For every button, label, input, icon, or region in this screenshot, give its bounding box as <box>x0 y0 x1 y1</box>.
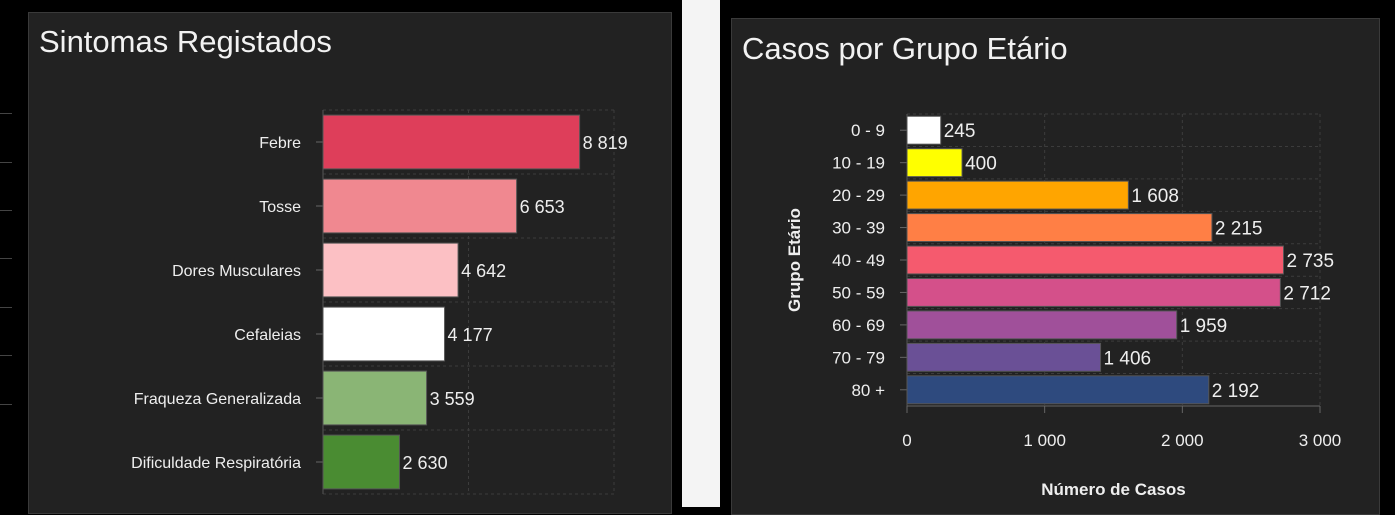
value-label: 2 712 <box>1283 283 1331 304</box>
category-label: Dificuldade Respiratória <box>131 455 301 472</box>
x-axis-title: Número de Casos <box>1041 480 1186 499</box>
age-chart-title: Casos por Grupo Etário <box>742 31 1068 66</box>
bar <box>906 245 1285 275</box>
value-label: 4 177 <box>448 325 493 345</box>
bar <box>322 242 459 298</box>
category-label: 10 - 19 <box>832 154 885 173</box>
divider <box>0 307 12 308</box>
value-label: 8 819 <box>583 133 628 153</box>
bar <box>906 180 1129 210</box>
category-label: 70 - 79 <box>832 348 885 367</box>
bar <box>322 434 401 490</box>
value-label: 2 192 <box>1212 381 1260 402</box>
category-label: Tosse <box>259 199 301 216</box>
bar <box>322 370 428 426</box>
category-label: 30 - 39 <box>832 219 885 238</box>
value-label: 1 406 <box>1104 348 1152 369</box>
bar <box>906 277 1281 307</box>
x-tick-label: 0 <box>902 431 911 450</box>
category-label: Dores Musculares <box>172 263 301 280</box>
category-label: Cefaleias <box>234 327 301 344</box>
category-label: 80 + <box>851 381 885 400</box>
value-label: 400 <box>965 154 997 175</box>
value-label: 1 959 <box>1180 316 1228 337</box>
value-label: 245 <box>944 121 976 142</box>
category-label: Fraqueza Generalizada <box>134 391 301 408</box>
divider <box>0 210 12 211</box>
divider <box>0 258 12 259</box>
x-tick-label: 2 000 <box>1161 431 1204 450</box>
value-label: 3 559 <box>430 389 475 409</box>
y-axis-title: Grupo Etário <box>785 208 804 312</box>
bar <box>322 178 518 234</box>
value-label: 6 653 <box>520 197 565 217</box>
category-label: 20 - 29 <box>832 186 885 205</box>
bar <box>906 375 1210 405</box>
bar <box>322 306 446 362</box>
x-tick-label: 3 000 <box>1299 431 1342 450</box>
category-label: 40 - 49 <box>832 251 885 270</box>
x-tick-label: 1 000 <box>1023 431 1066 450</box>
value-label: 2 735 <box>1287 251 1335 272</box>
divider <box>0 113 12 114</box>
divider <box>0 355 12 356</box>
category-label: 0 - 9 <box>851 121 885 140</box>
category-label: Febre <box>259 135 301 152</box>
divider <box>0 162 12 163</box>
divider <box>0 404 12 405</box>
value-label: 4 642 <box>461 261 506 281</box>
bar <box>906 148 963 178</box>
bar <box>906 342 1102 372</box>
panel-gap <box>682 0 720 507</box>
category-label: 50 - 59 <box>832 283 885 302</box>
category-label: 60 - 69 <box>832 316 885 335</box>
value-label: 1 608 <box>1131 186 1179 207</box>
value-label: 2 215 <box>1215 219 1263 240</box>
bar <box>906 115 942 145</box>
bar <box>906 213 1213 243</box>
symptoms-chart-title: Sintomas Registados <box>39 24 332 59</box>
value-label: 2 630 <box>403 453 448 473</box>
bar <box>906 310 1178 340</box>
bar <box>322 114 581 170</box>
